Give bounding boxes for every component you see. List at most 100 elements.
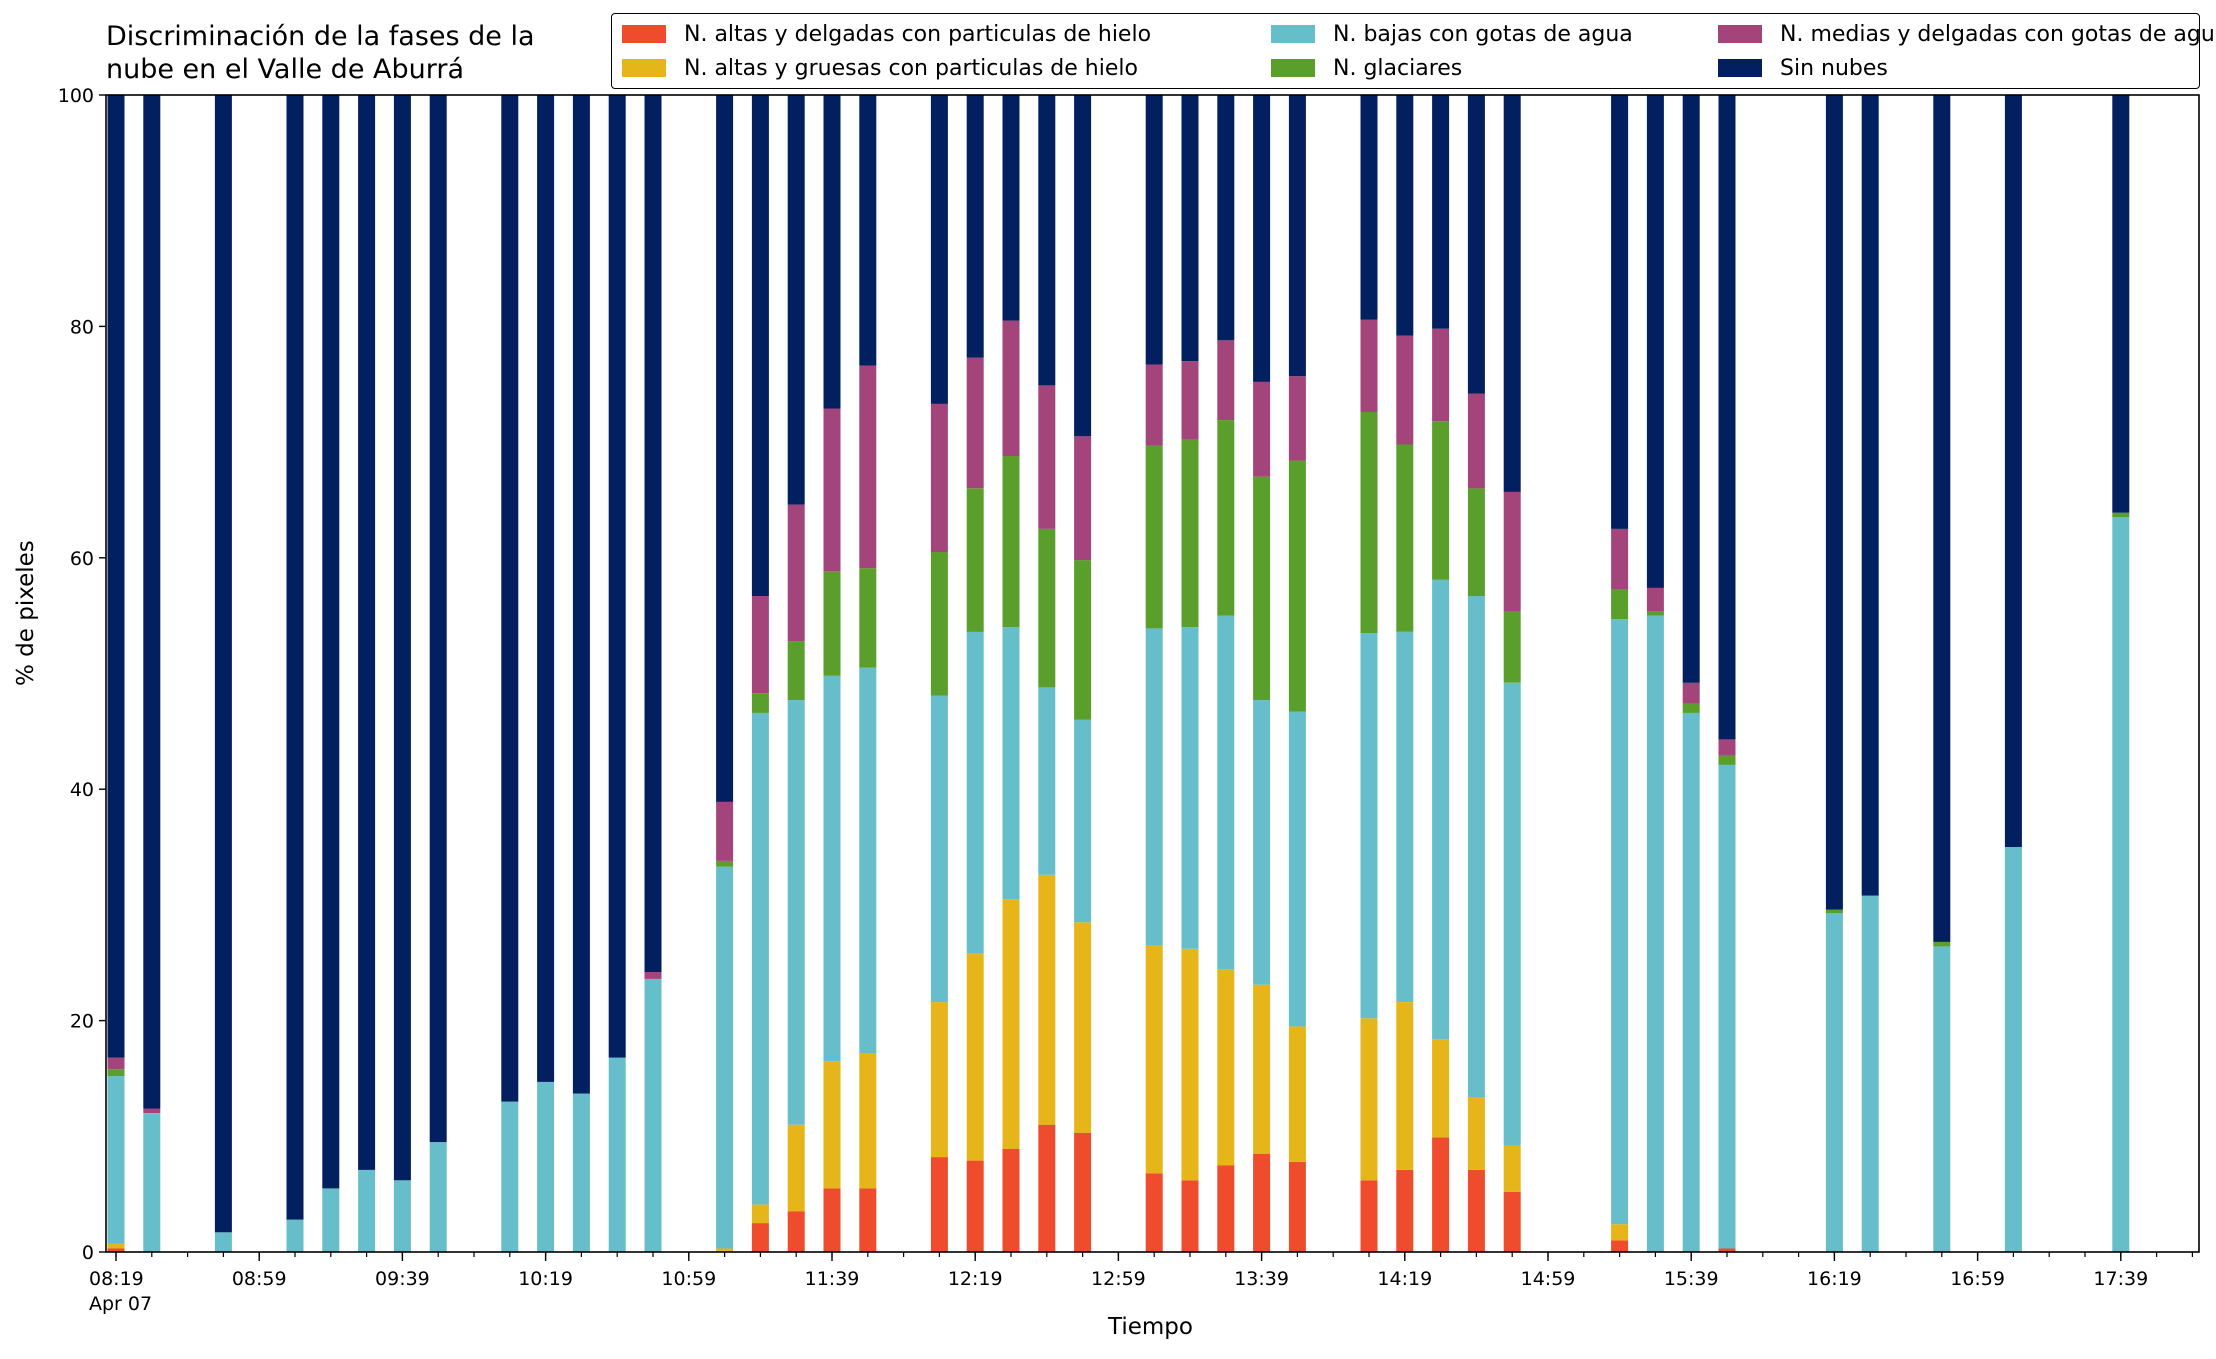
legend-label: N. glaciares [1333,55,1463,81]
bar-segment [751,1204,769,1224]
bar-segment [1217,1165,1235,1252]
bar-segment [1503,1191,1521,1252]
x-tick-label: 12:19 [948,1268,1003,1290]
legend-label: N. altas y delgadas con particulas de hi… [684,21,1152,47]
bar-segment [787,641,805,701]
bar-segment [1217,340,1235,421]
x-tick-label: 13:39 [1234,1268,1289,1290]
bar-segment [823,1188,841,1252]
bar-segment [1181,361,1199,440]
bar-segment [393,1180,411,1252]
bar-segment [1038,1124,1056,1252]
bar-segment [1396,1169,1414,1252]
x-tick-label: 08:59 [232,1268,287,1290]
y-axis-label: % de pixeles [13,540,39,686]
bar-segment [930,403,948,552]
bar-segment [859,95,877,366]
bar-segment [1718,755,1736,765]
bar-segment [1145,1173,1163,1252]
bar-segment [1646,615,1664,1252]
legend-item: N. altas y gruesas con particulas de hie… [622,53,1138,83]
x-tick-label: 16:19 [1807,1268,1862,1290]
bar-segment [1611,95,1629,529]
bar-segment [966,631,984,954]
bar-segment [1217,95,1235,341]
bar-segment [1288,376,1306,461]
x-tick-label: 16:59 [1950,1268,2005,1290]
bar-segment [1181,1180,1199,1252]
bar-segment [1074,719,1092,923]
bar-segment [930,95,948,404]
legend-swatch [622,25,666,43]
bar-segment [1825,95,1843,910]
bar-segment [1074,922,1092,1133]
bar-segment [1611,1224,1629,1241]
bar-segment [322,95,340,1189]
bar-segment [716,860,734,867]
chart-title: Discriminación de la fases de la nube en… [106,20,535,86]
bar-segment [1360,1018,1378,1181]
bar-segment [716,801,734,861]
bar-segment [1933,95,1951,942]
axes-frame [105,94,2200,1253]
bar-segment [572,1093,590,1252]
bar-segment [107,1057,125,1070]
bar-segment [1181,439,1199,628]
bar-segment [859,1053,877,1189]
bar-segment [930,1157,948,1252]
bar-segment [1396,1002,1414,1170]
bar-segment [322,1188,340,1252]
bar-segment [1002,899,1020,1149]
bar-segment [1253,700,1271,985]
bar-segment [1646,611,1664,616]
bar-segment [1253,984,1271,1154]
bar-segment [859,568,877,668]
bar-segment [1718,764,1736,1249]
bar-segment [107,1248,125,1252]
legend-item: Sin nubes [1718,53,1888,83]
bar-segment [823,571,841,676]
bar-segment [1432,1137,1450,1252]
legend-item: N. glaciares [1271,53,1462,83]
bar-segment [1288,1161,1306,1252]
bar-segment [1145,95,1163,365]
bar-segment [823,95,841,409]
bar-segment [214,1232,232,1252]
bar-segment [537,95,555,1082]
bar-segment [1396,444,1414,632]
bar-segment [2112,512,2130,518]
bar-segment [1217,969,1235,1166]
bar-segment [393,95,411,1181]
bar-segment [143,1113,161,1252]
bar-segment [1467,1097,1485,1170]
bar-segment [1145,364,1163,446]
bar-segment [1074,1132,1092,1252]
bar-segment [1396,95,1414,336]
bar-segment [1432,1039,1450,1138]
bar-segment [1933,941,1951,947]
bar-segment [608,1057,626,1252]
legend: N. altas y delgadas con particulas de hi… [611,13,2216,89]
bar-segment [1360,1180,1378,1252]
bar-segment [358,95,376,1170]
bar-segment [1145,445,1163,629]
legend-item: N. bajas con gotas de agua [1271,19,1633,49]
legend-swatch [622,59,666,77]
bar-segment [107,1069,125,1077]
bar-segment [1432,95,1450,329]
bar-segment [930,1002,948,1158]
bar-segment [1253,1153,1271,1252]
bar-segment [1432,579,1450,1040]
x-date-label: Apr 07 [89,1293,152,1315]
bar-segment [1718,739,1736,756]
bar-segment [716,1248,734,1252]
bar-segment [501,95,519,1102]
bar-segment [286,1219,304,1252]
bar-segment [1825,913,1843,1252]
legend-label: N. bajas con gotas de agua [1333,21,1633,47]
bar-segment [966,95,984,358]
bar-segment [930,552,948,696]
bar-segment [1217,615,1235,970]
bar-segment [1074,436,1092,561]
